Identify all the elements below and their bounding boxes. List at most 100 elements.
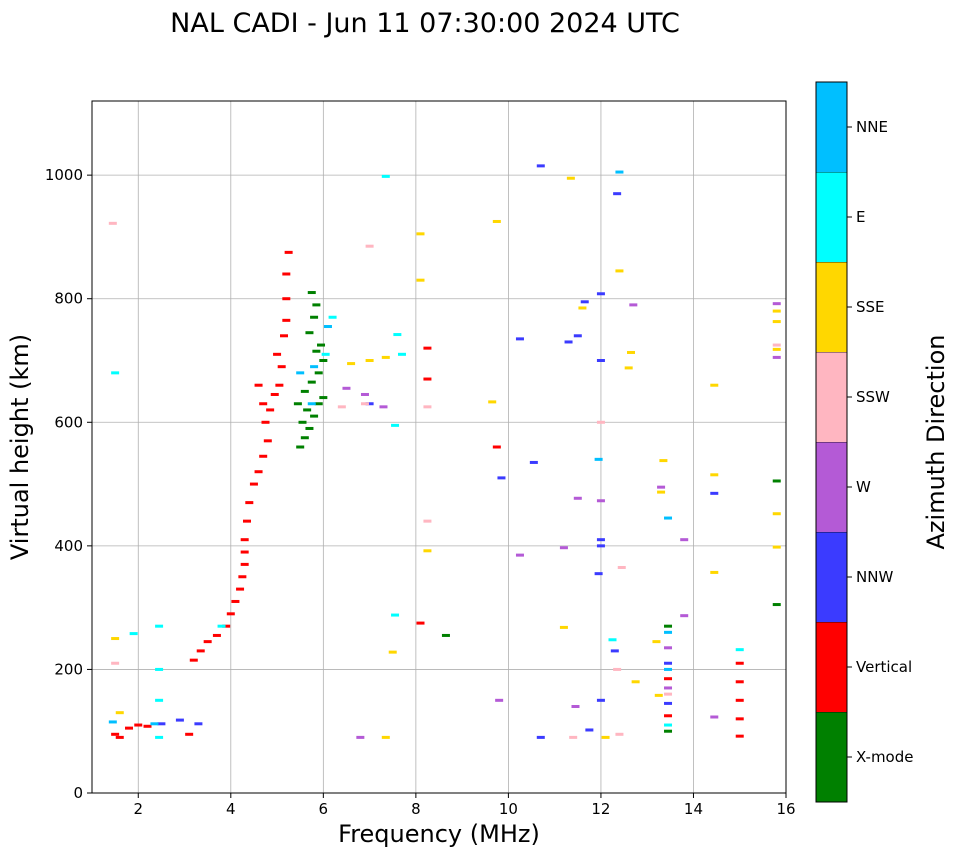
data-point <box>710 473 719 477</box>
data-point <box>654 693 663 697</box>
data-point <box>585 728 594 732</box>
data-point <box>222 624 231 628</box>
data-point <box>391 423 400 427</box>
data-point <box>175 718 184 722</box>
data-point <box>497 476 506 480</box>
series-sse <box>111 176 781 739</box>
data-point <box>664 677 673 681</box>
data-point <box>381 174 390 178</box>
data-point <box>772 309 781 313</box>
series-ssw <box>108 221 781 739</box>
plot-background <box>92 101 786 793</box>
data-point <box>596 538 605 542</box>
data-point <box>238 575 247 579</box>
data-point <box>393 333 402 337</box>
data-point <box>624 366 633 370</box>
x-axis-ticks: 2 4 6 8 10 12 14 16 <box>133 793 796 818</box>
data-point <box>155 698 164 702</box>
data-point <box>772 343 781 347</box>
data-point <box>657 485 666 489</box>
data-point <box>185 732 194 736</box>
data-point <box>423 346 432 350</box>
data-point <box>578 306 587 310</box>
data-point <box>319 396 328 400</box>
colorbar-tick-label: NNW <box>856 568 893 586</box>
data-point <box>569 735 578 739</box>
data-point <box>266 408 275 412</box>
data-point <box>319 359 328 362</box>
data-point <box>594 572 603 576</box>
data-point <box>321 352 330 356</box>
data-point <box>300 389 309 393</box>
data-point <box>328 315 337 319</box>
data-point <box>317 343 326 347</box>
data-point <box>631 680 640 684</box>
data-point <box>559 546 568 550</box>
data-point <box>615 269 624 273</box>
y-tick-label: 1000 <box>45 166 83 184</box>
data-point <box>115 711 124 715</box>
plot-area: 2 4 6 8 10 12 14 16 0 200 400 600 800 1000 <box>45 100 796 818</box>
data-point <box>155 667 164 671</box>
data-point <box>310 315 319 319</box>
data-point <box>652 640 661 644</box>
data-point <box>259 402 268 406</box>
data-point <box>337 405 346 409</box>
data-point <box>125 726 134 730</box>
data-point <box>298 420 307 424</box>
data-point <box>261 420 270 424</box>
data-point <box>573 496 582 500</box>
data-point <box>659 459 668 463</box>
data-point <box>259 454 268 458</box>
y-tick-label: 0 <box>73 784 83 802</box>
data-point <box>282 318 291 322</box>
y-axis-label: Virtual height (km) <box>6 334 34 560</box>
data-point <box>495 698 504 702</box>
data-point <box>381 355 390 359</box>
colorbar-tick-label: NNE <box>856 118 888 136</box>
data-point <box>772 479 781 483</box>
data-point <box>310 365 319 369</box>
data-point <box>196 649 205 653</box>
data-point <box>310 414 319 418</box>
y-tick-label: 200 <box>54 660 83 678</box>
data-point <box>108 221 117 225</box>
data-point <box>307 402 316 406</box>
series-x-mode <box>293 291 781 733</box>
data-point <box>305 426 314 430</box>
data-point <box>710 491 719 495</box>
data-point <box>303 408 312 412</box>
data-point <box>129 632 138 636</box>
data-point <box>273 352 282 356</box>
data-point <box>388 650 397 654</box>
x-axis-label: Frequency (MHz) <box>338 820 540 848</box>
data-point <box>312 349 321 353</box>
x-tick-label: 4 <box>226 800 236 818</box>
data-point <box>529 460 538 464</box>
data-point <box>772 320 781 324</box>
data-point <box>314 402 323 406</box>
colorbar-frame <box>815 81 848 803</box>
colorbar-label: Azimuth Direction <box>922 335 950 550</box>
data-point <box>212 633 221 637</box>
data-point <box>134 723 143 727</box>
data-point <box>300 436 309 440</box>
data-point <box>664 516 673 520</box>
data-point <box>365 244 374 248</box>
colorbar-segment <box>816 532 847 622</box>
data-point <box>240 538 249 542</box>
data-point <box>347 362 356 366</box>
data-point <box>263 439 272 443</box>
data-point <box>111 661 120 665</box>
data-point <box>189 658 198 662</box>
colorbar-tick-label: X-mode <box>856 748 913 766</box>
data-point <box>108 720 117 724</box>
data-point <box>627 350 636 354</box>
y-tick-label: 600 <box>54 413 83 431</box>
data-point <box>391 613 400 617</box>
data-point <box>596 499 605 503</box>
data-point <box>536 735 545 739</box>
data-point <box>416 621 425 625</box>
data-point <box>423 519 432 523</box>
data-point <box>613 667 622 671</box>
